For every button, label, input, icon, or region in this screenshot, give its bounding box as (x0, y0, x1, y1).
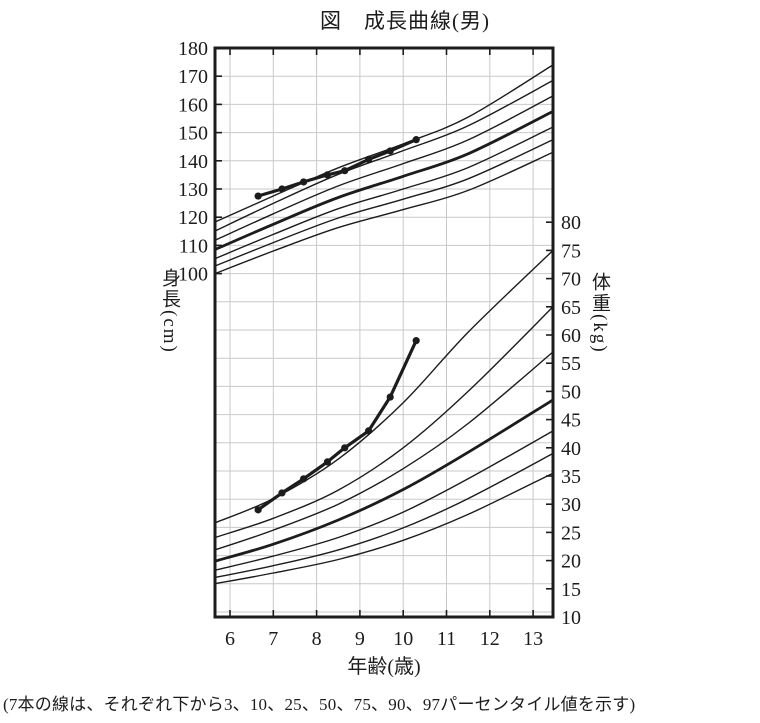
patient-weight-point (323, 458, 332, 466)
x-axis-label-age: 年齢(歳) (347, 656, 421, 678)
y-left-tick-label: 170 (178, 66, 208, 88)
patient-height-line (257, 138, 417, 198)
y-left-tick-label: 120 (178, 207, 208, 229)
y-left-tick-label: 180 (178, 38, 208, 60)
y-right-tick-label: 60 (561, 325, 581, 347)
y-right-tick-label: 65 (561, 297, 581, 319)
weight-percentile-curve-75 (214, 351, 554, 551)
height-percentile-curve-97 (214, 64, 554, 223)
height-percentile-curve-25 (214, 126, 554, 260)
y-right-tick-label: 40 (561, 438, 581, 460)
patient-height-point (278, 185, 286, 193)
y-left-tick-label: 110 (179, 235, 208, 257)
patient-weight-point (341, 444, 349, 452)
patient-weight-point (386, 393, 394, 401)
y-right-tick-label: 35 (561, 466, 581, 488)
weight-percentile-curve-25 (214, 430, 554, 571)
y-right-tick-label: 75 (561, 240, 581, 262)
y-axis-label-weight: 体重(kg) (589, 272, 610, 354)
weight-percentile-curve-3 (214, 472, 554, 585)
x-tick-label: 7 (268, 628, 278, 650)
height-percentile-curve-50 (214, 110, 554, 251)
patient-height-point (323, 171, 332, 179)
y-left-tick-label: 130 (178, 179, 208, 201)
y-left-tick-label: 140 (178, 151, 208, 173)
chart-title: 図 成長曲線(男) (320, 9, 490, 33)
y-left-tick-label: 100 (178, 264, 208, 286)
height-percentile-curve-3 (214, 151, 554, 275)
percentile-footnote: (7本の線は、それぞれ下から3、10、25、50、75、90、97パーセンタイル… (3, 695, 636, 714)
height-percentile-curve-90 (214, 79, 554, 232)
patient-height-point (412, 136, 420, 144)
y-right-tick-label: 55 (561, 353, 581, 375)
y-right-tick-label: 10 (561, 607, 581, 629)
x-tick-label: 9 (355, 628, 365, 650)
plot-frame (213, 46, 555, 619)
patient-weight-line (257, 339, 418, 512)
y-axis-label-height: 身長(cm) (159, 268, 180, 354)
y-right-tick-label: 45 (561, 410, 581, 432)
patient-weight-point (300, 475, 308, 483)
patient-height-point (386, 147, 394, 155)
x-tick-label: 10 (393, 628, 413, 650)
y-right-tick-label: 80 (561, 212, 581, 234)
y-right-tick-label: 15 (561, 579, 581, 601)
patient-weight-point (278, 489, 286, 497)
y-right-tick-label: 50 (561, 381, 581, 403)
x-tick-label: 11 (437, 628, 456, 650)
patient-height-point (364, 155, 373, 163)
x-tick-label: 8 (312, 628, 322, 650)
y-left-tick-label: 150 (178, 123, 208, 145)
patient-height-point (341, 167, 349, 175)
y-right-tick-label: 70 (561, 269, 581, 291)
x-tick-label: 13 (523, 628, 543, 650)
patient-weight-point (364, 427, 373, 435)
y-left-tick-label: 160 (178, 94, 208, 116)
patient-weight-point (254, 506, 262, 514)
patient-height-point (300, 178, 308, 186)
height-percentile-curve-75 (214, 95, 554, 241)
y-right-tick-label: 30 (561, 494, 581, 516)
y-right-tick-label: 25 (561, 522, 581, 544)
weight-percentile-curve-10 (214, 452, 554, 579)
x-tick-label: 6 (225, 628, 235, 650)
x-tick-label: 12 (480, 628, 500, 650)
height-percentile-curve-10 (214, 138, 554, 267)
weight-percentile-curve-50 (214, 398, 554, 563)
patient-weight-point (412, 337, 420, 345)
patient-height-point (254, 192, 262, 200)
y-right-tick-label: 20 (561, 551, 581, 573)
weight-percentile-curve-90 (214, 306, 554, 539)
